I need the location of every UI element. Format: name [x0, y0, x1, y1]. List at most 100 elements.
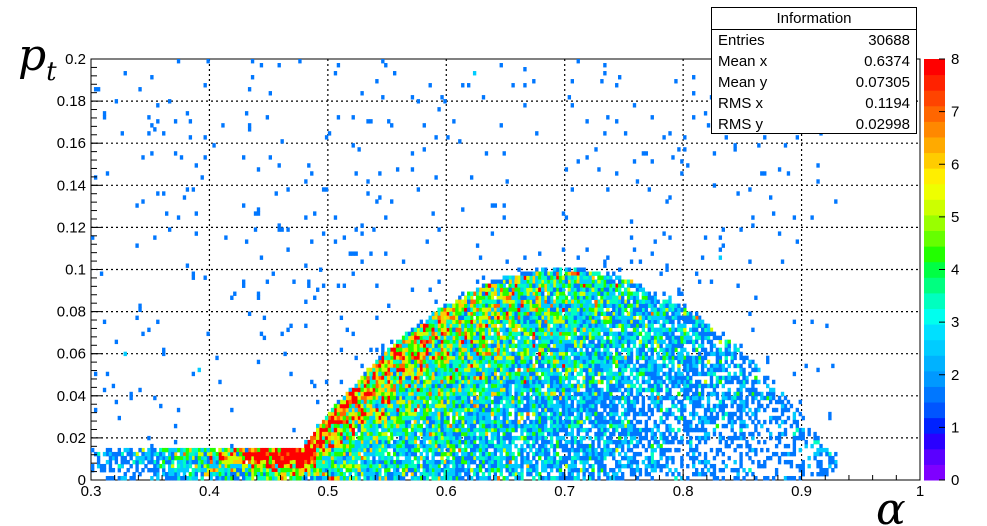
heatmap-cell — [434, 363, 438, 369]
heatmap-cell — [443, 463, 447, 469]
heatmap-cell — [505, 443, 509, 449]
heatmap-cell — [469, 291, 474, 296]
heatmap-cell — [552, 463, 557, 469]
heatmap-cell — [464, 379, 468, 385]
heatmap-cell — [541, 351, 545, 357]
heatmap-cell — [538, 391, 542, 397]
heatmap-cell — [416, 391, 421, 397]
heatmap-cell — [600, 395, 604, 401]
heatmap-cell — [440, 355, 444, 361]
heatmap-cell — [700, 355, 705, 361]
heatmap-cell — [603, 363, 607, 369]
heatmap-cell — [561, 275, 566, 280]
heatmap-cell — [384, 391, 388, 397]
heatmap-cell — [493, 475, 498, 481]
heatmap-cell — [689, 411, 693, 417]
heatmap-cell — [774, 471, 779, 477]
heatmap-cell — [647, 367, 651, 373]
heatmap-cell — [582, 299, 586, 304]
heatmap-cell — [780, 407, 785, 413]
heatmap-cell — [712, 403, 717, 409]
heatmap-cell — [644, 323, 649, 329]
heatmap-cell — [407, 375, 412, 381]
heatmap-cell — [472, 307, 477, 312]
heatmap-cell — [369, 423, 373, 429]
heatmap-cell — [345, 411, 349, 417]
heatmap-cell — [345, 463, 349, 469]
heatmap-cell — [413, 435, 418, 441]
heatmap-cell — [493, 407, 498, 413]
heatmap-cell — [582, 315, 586, 321]
heatmap-cell — [632, 423, 637, 429]
heatmap-cell — [517, 387, 521, 393]
heatmap-cell — [478, 351, 483, 357]
heatmap-cell — [490, 339, 495, 345]
heatmap-cell — [499, 351, 503, 357]
heatmap-cell — [694, 371, 699, 377]
heatmap-cell — [461, 347, 465, 353]
heatmap-cell — [626, 443, 631, 449]
heatmap-cell — [597, 323, 601, 329]
heatmap-cell — [535, 391, 539, 397]
heatmap-cell — [348, 391, 352, 397]
heatmap-cell — [449, 391, 453, 397]
heatmap-cell — [535, 379, 539, 385]
heatmap-cell — [668, 355, 672, 361]
heatmap-cell — [668, 351, 672, 357]
heatmap-cell — [570, 471, 574, 477]
heatmap-cell — [378, 375, 382, 381]
heatmap-cell — [467, 339, 471, 345]
heatmap-cell — [384, 471, 388, 477]
heatmap-cell — [182, 451, 187, 457]
heatmap-cell — [381, 403, 385, 409]
heatmap-cell — [706, 395, 711, 401]
heatmap-cell — [597, 435, 601, 441]
heatmap-cell — [564, 283, 569, 288]
heatmap-cell — [381, 387, 385, 393]
heatmap-cell — [422, 447, 426, 453]
heatmap-cell — [603, 283, 607, 288]
heatmap-cell — [493, 443, 498, 449]
heatmap-cell — [632, 339, 637, 345]
heatmap-cell — [656, 379, 660, 385]
heatmap-cell — [582, 271, 586, 276]
heatmap-cell — [555, 443, 560, 449]
heatmap-cell — [549, 383, 554, 389]
heatmap-cell — [671, 439, 675, 445]
heatmap-cell — [467, 371, 471, 377]
heatmap-cell — [653, 463, 657, 469]
heatmap-cell — [777, 435, 782, 441]
heatmap-cell — [535, 467, 539, 473]
heatmap-cell — [472, 355, 477, 361]
heatmap-cell — [455, 363, 459, 369]
heatmap-cell — [493, 455, 498, 461]
heatmap-cell — [665, 427, 669, 433]
heatmap-cell — [499, 395, 503, 401]
heatmap-cell — [766, 403, 770, 409]
heatmap-cell — [363, 451, 367, 457]
heatmap-cell — [481, 447, 486, 453]
heatmap-cell — [564, 275, 569, 280]
heatmap-cell — [623, 319, 628, 325]
heatmap-cell — [422, 335, 426, 341]
heatmap-cell — [650, 303, 654, 308]
heatmap-cell — [549, 319, 554, 325]
heatmap-cell — [549, 351, 554, 357]
heatmap-cell — [446, 343, 450, 349]
heatmap-cell — [375, 415, 379, 421]
heatmap-cell — [398, 459, 403, 465]
heatmap-cell — [461, 331, 465, 337]
heatmap-cell — [620, 343, 625, 349]
heatmap-cell — [508, 375, 512, 381]
heatmap-cell — [798, 411, 802, 417]
heatmap-cell — [150, 447, 154, 453]
heatmap-cell — [686, 475, 690, 481]
heatmap-cell — [123, 471, 127, 477]
heatmap-cell — [413, 327, 418, 333]
heatmap-cell — [517, 447, 521, 453]
heatmap-cell — [357, 399, 361, 405]
heatmap-cell — [490, 311, 495, 317]
heatmap-cell — [647, 331, 651, 337]
heatmap-cell — [493, 471, 498, 477]
heatmap-cell — [523, 363, 527, 369]
